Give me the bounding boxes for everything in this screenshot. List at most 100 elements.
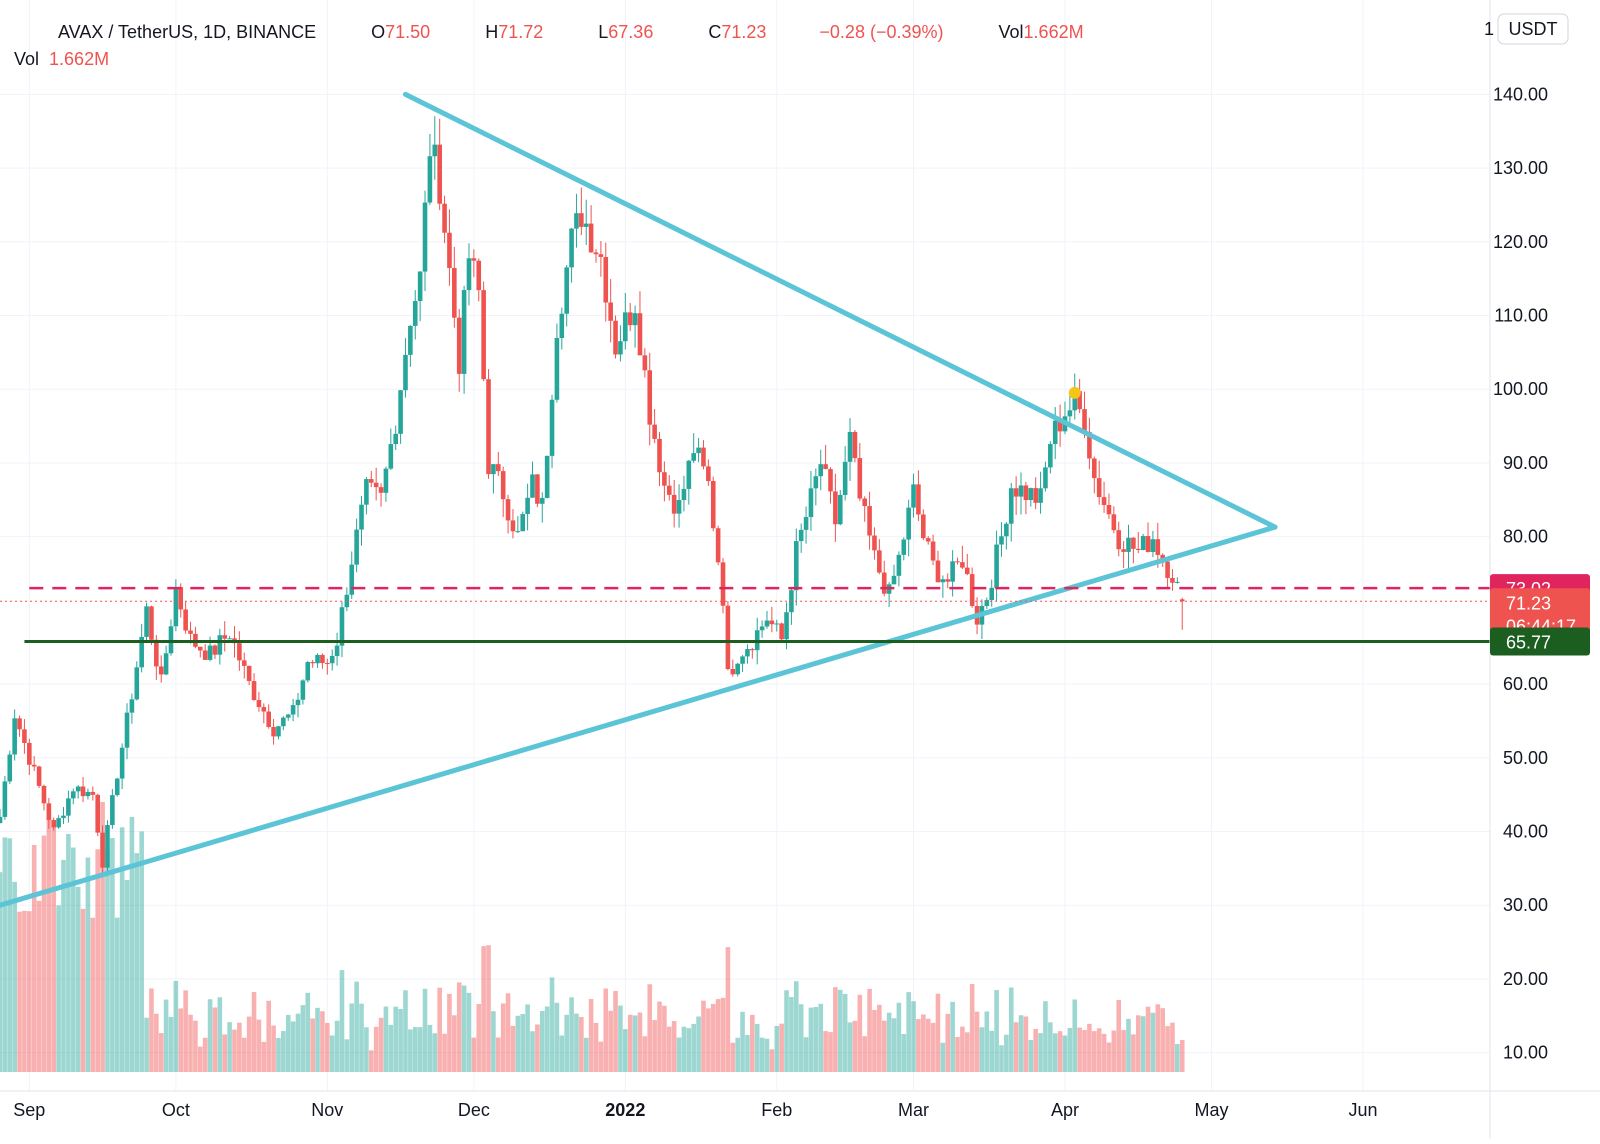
candle[interactable]: [906, 499, 911, 557]
time-axis[interactable]: Sep Oct Nov Dec 2022 Feb Mar Apr May Jun: [13, 1100, 1377, 1120]
candle[interactable]: [867, 491, 872, 550]
candle[interactable]: [66, 790, 71, 823]
candle[interactable]: [442, 195, 447, 244]
candle[interactable]: [666, 475, 672, 501]
candle[interactable]: [686, 459, 692, 505]
candle[interactable]: [1131, 537, 1136, 564]
candle[interactable]: [911, 473, 916, 518]
candle[interactable]: [237, 631, 242, 671]
candle[interactable]: [359, 496, 364, 546]
candle[interactable]: [930, 534, 936, 566]
candle[interactable]: [774, 619, 780, 632]
candle[interactable]: [217, 628, 223, 665]
drawings[interactable]: [0, 91, 1490, 908]
candle[interactable]: [1004, 521, 1009, 550]
candle[interactable]: [691, 433, 697, 464]
candle[interactable]: [583, 199, 589, 245]
candle[interactable]: [261, 703, 267, 724]
candle[interactable]: [476, 258, 482, 302]
candle[interactable]: [994, 530, 999, 602]
candle[interactable]: [163, 645, 169, 676]
candle[interactable]: [857, 442, 863, 502]
candle[interactable]: [368, 470, 374, 488]
candle[interactable]: [735, 662, 740, 677]
candle[interactable]: [603, 242, 609, 322]
candle[interactable]: [706, 459, 711, 486]
candle[interactable]: [61, 807, 66, 824]
candle[interactable]: [608, 279, 613, 343]
candle[interactable]: [27, 738, 32, 776]
candle[interactable]: [241, 652, 247, 679]
candle[interactable]: [725, 601, 731, 671]
candle[interactable]: [281, 716, 286, 731]
candle[interactable]: [916, 470, 921, 521]
candle[interactable]: [520, 511, 526, 532]
candle[interactable]: [1145, 522, 1151, 553]
candle[interactable]: [46, 797, 52, 829]
candle[interactable]: [412, 290, 418, 340]
candle[interactable]: [1150, 530, 1156, 558]
candle[interactable]: [417, 271, 423, 322]
candle[interactable]: [750, 647, 755, 659]
candle[interactable]: [1057, 404, 1063, 447]
candle[interactable]: [945, 573, 951, 589]
candle[interactable]: [837, 489, 843, 526]
candle[interactable]: [139, 623, 144, 673]
candle[interactable]: [95, 793, 101, 837]
candle[interactable]: [197, 646, 203, 658]
candle[interactable]: [676, 484, 682, 528]
candle[interactable]: [921, 509, 926, 541]
candle[interactable]: [1091, 456, 1097, 494]
currency-button-frame[interactable]: [1497, 13, 1569, 45]
candle[interactable]: [56, 815, 61, 829]
candle[interactable]: [398, 390, 403, 444]
candles[interactable]: [0, 116, 1185, 875]
candle[interactable]: [349, 551, 355, 600]
candle[interactable]: [183, 600, 188, 634]
candle[interactable]: [36, 765, 42, 789]
candle[interactable]: [588, 205, 594, 253]
candle[interactable]: [862, 496, 867, 522]
candle[interactable]: [564, 265, 569, 327]
candle[interactable]: [823, 444, 828, 470]
candle[interactable]: [227, 635, 232, 640]
currency-button-label[interactable]: USDT: [1509, 19, 1558, 39]
candle[interactable]: [295, 693, 301, 718]
candle[interactable]: [969, 567, 975, 608]
candle[interactable]: [730, 659, 736, 677]
candle[interactable]: [129, 693, 135, 724]
candle[interactable]: [495, 451, 501, 476]
candle[interactable]: [1135, 531, 1141, 554]
candle[interactable]: [432, 116, 438, 180]
candle[interactable]: [290, 698, 296, 722]
candle[interactable]: [525, 483, 530, 531]
lower-trendline[interactable]: [0, 524, 1278, 908]
candle[interactable]: [1096, 460, 1102, 505]
candle[interactable]: [114, 777, 120, 797]
candle[interactable]: [554, 323, 560, 403]
candle[interactable]: [80, 776, 86, 803]
candle[interactable]: [119, 743, 125, 790]
candle[interactable]: [466, 243, 472, 306]
candle[interactable]: [70, 788, 76, 805]
candle[interactable]: [134, 661, 140, 701]
candle[interactable]: [1013, 476, 1019, 515]
candle[interactable]: [325, 658, 330, 675]
candle[interactable]: [110, 789, 115, 829]
candle[interactable]: [144, 602, 149, 641]
candle[interactable]: [500, 466, 506, 517]
candle[interactable]: [408, 325, 413, 367]
candle[interactable]: [759, 620, 765, 638]
candle[interactable]: [510, 509, 516, 539]
yellow-marker[interactable]: [1068, 386, 1081, 399]
candle[interactable]: [251, 673, 257, 701]
candle[interactable]: [662, 461, 667, 502]
candle[interactable]: [1028, 487, 1034, 507]
candle[interactable]: [530, 461, 535, 498]
candle[interactable]: [481, 281, 486, 382]
candle[interactable]: [149, 605, 154, 645]
candle[interactable]: [715, 525, 721, 566]
candle[interactable]: [701, 440, 706, 470]
candle[interactable]: [803, 506, 809, 544]
